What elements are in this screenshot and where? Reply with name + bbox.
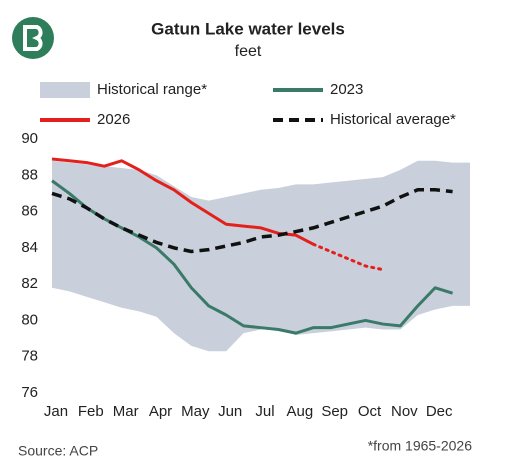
y-tick-label: 82 [21, 275, 38, 292]
footnote: *from 1965-2026 [368, 438, 473, 454]
x-tick-label: Dec [426, 403, 453, 420]
x-tick-label: Sep [321, 403, 348, 420]
y-tick-label: 80 [21, 311, 38, 328]
chart-title: Gatun Lake water levels [151, 19, 345, 38]
y-tick-label: 84 [21, 239, 38, 256]
y-tick-label: 78 [21, 348, 38, 365]
source: Source: ACP [18, 443, 98, 459]
x-tick-label: Apr [149, 403, 172, 420]
x-tick-label: Feb [78, 403, 104, 420]
y-tick-label: 90 [21, 130, 38, 147]
y-tick-label: 86 [21, 203, 38, 220]
x-tick-label: May [181, 403, 210, 420]
x-tick-label: Jun [218, 403, 242, 420]
series-line [311, 242, 385, 272]
x-tick-label: Jul [255, 403, 274, 420]
x-tick-label: Jan [44, 403, 68, 420]
series-line [51, 188, 453, 254]
series-line [51, 157, 314, 246]
series-line [51, 179, 454, 335]
legend-swatch [40, 82, 90, 98]
legend-label: 2023 [330, 81, 363, 98]
logo [12, 17, 54, 59]
x-tick-label: Aug [286, 403, 313, 420]
chart-subtitle: feet [235, 43, 262, 60]
x-tick-label: Oct [358, 403, 382, 420]
y-tick-label: 88 [21, 166, 38, 183]
legend-label: Historical range* [97, 81, 207, 98]
y-tick-label: 76 [21, 384, 38, 401]
x-tick-label: Mar [113, 403, 139, 420]
range-area [52, 160, 470, 352]
legend-label: Historical average* [330, 111, 456, 128]
legend-label: 2026 [97, 111, 130, 128]
x-tick-label: Nov [391, 403, 418, 420]
